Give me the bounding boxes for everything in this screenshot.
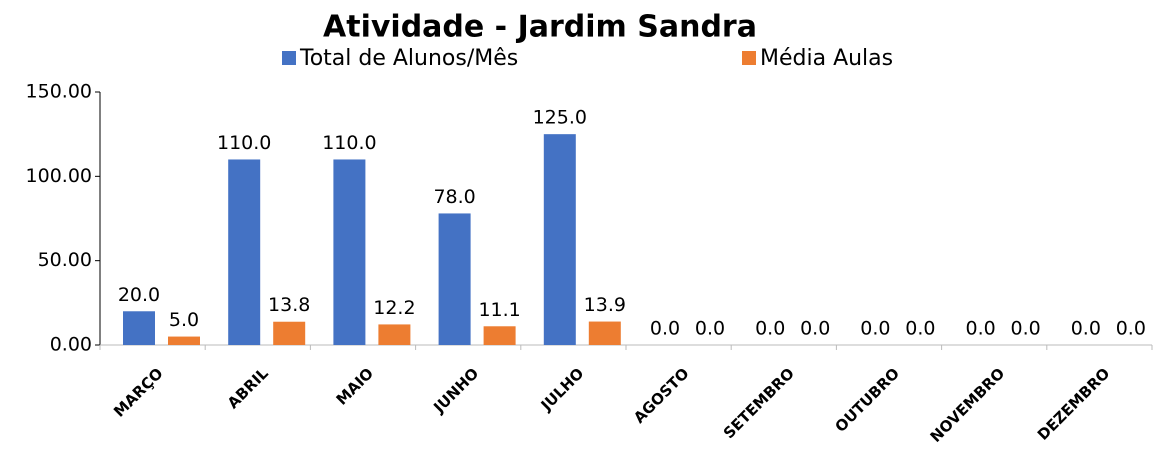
x-tick-label: JULHO [537, 364, 588, 415]
data-label: 11.1 [478, 299, 520, 321]
y-tick-label: 0.00 [50, 334, 92, 356]
chart-title: Atividade - Jardim Sandra [323, 10, 757, 45]
x-tick-label: DEZEMBRO [1034, 364, 1114, 444]
y-tick-label: 100.00 [26, 165, 92, 187]
data-label: 5.0 [169, 309, 199, 331]
data-label: 125.0 [533, 107, 587, 129]
y-tick-label: 50.00 [38, 249, 92, 271]
data-label: 0.0 [695, 318, 725, 340]
data-label: 0.0 [905, 318, 935, 340]
bar [483, 326, 516, 345]
bar [588, 321, 621, 345]
x-tick-label: JUNHO [429, 364, 482, 417]
bar [228, 159, 261, 345]
bar [333, 159, 366, 345]
data-label: 110.0 [322, 132, 376, 154]
data-label: 13.9 [584, 294, 626, 316]
legend-label: Total de Alunos/Mês [299, 46, 518, 71]
bar [543, 134, 576, 345]
x-tick-label: ABRIL [224, 364, 272, 412]
data-label: 0.0 [755, 318, 785, 340]
bar [273, 321, 306, 345]
bar [123, 311, 155, 345]
data-label: 110.0 [217, 132, 271, 154]
data-label: 0.0 [1010, 318, 1040, 340]
data-label: 0.0 [800, 318, 830, 340]
x-tick-label: OUTUBRO [832, 364, 903, 435]
x-tick-label: AGOSTO [630, 364, 693, 427]
x-tick-label: MAIO [333, 364, 377, 408]
legend-swatch [742, 51, 756, 65]
data-label: 0.0 [650, 318, 680, 340]
data-label: 0.0 [1116, 318, 1146, 340]
x-tick-label: NOVEMBRO [927, 364, 1009, 446]
legend-swatch [282, 51, 296, 65]
legend-label: Média Aulas [760, 46, 893, 71]
y-tick-label: 150.00 [26, 81, 92, 103]
bar [378, 324, 411, 345]
data-label: 0.0 [965, 318, 995, 340]
x-tick-label: SETEMBRO [720, 364, 798, 442]
data-label: 0.0 [1071, 318, 1101, 340]
x-tick-label: MARÇO [110, 364, 166, 420]
data-label: 78.0 [433, 186, 475, 208]
bar [168, 336, 200, 345]
bar [438, 213, 471, 345]
data-label: 12.2 [373, 297, 415, 319]
data-label: 0.0 [860, 318, 890, 340]
data-label: 20.0 [118, 284, 160, 306]
data-label: 13.8 [268, 294, 310, 316]
